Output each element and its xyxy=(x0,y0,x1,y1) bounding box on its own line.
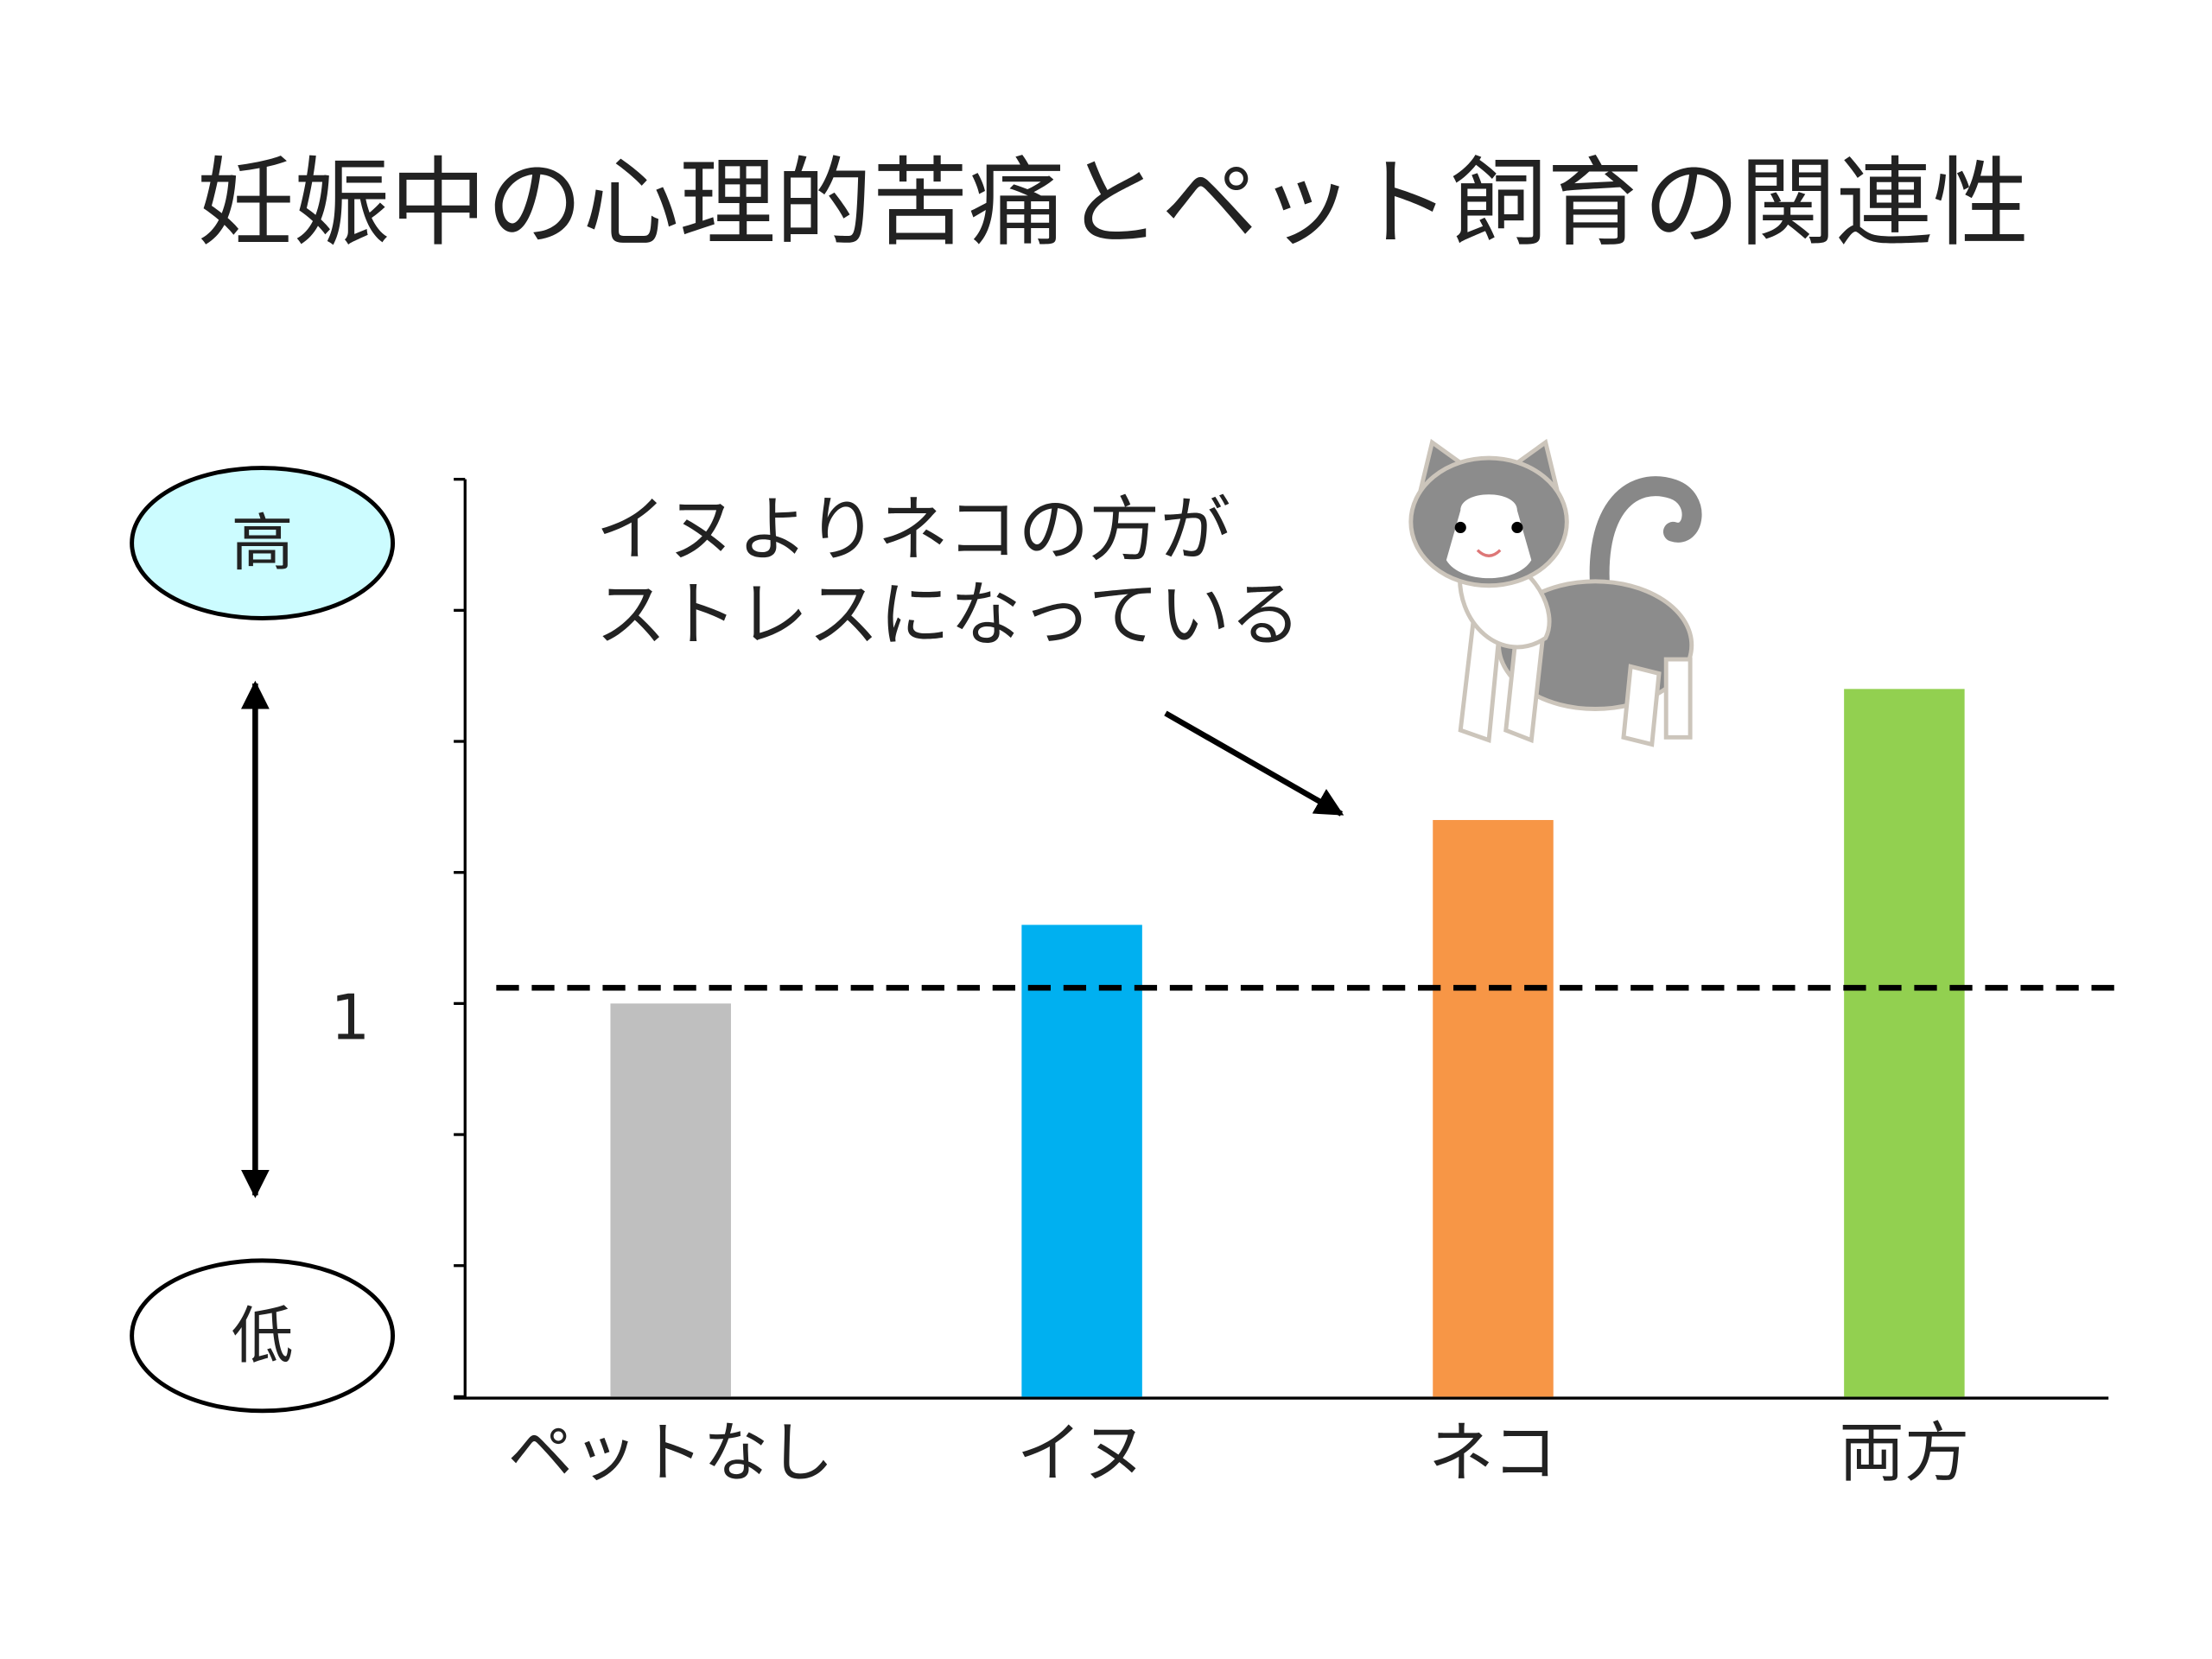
bar xyxy=(1433,820,1554,1397)
cat-illustration xyxy=(1408,438,1702,747)
low-label: 低 xyxy=(231,1300,293,1373)
bar xyxy=(1021,925,1142,1397)
low-ellipse xyxy=(130,1258,396,1414)
x-tick-label: イヌ xyxy=(1017,1414,1147,1491)
annotation-line: ストレスになっている xyxy=(595,575,1300,657)
annotation-arrow xyxy=(1164,710,1344,817)
high-ellipse xyxy=(130,466,396,620)
bar xyxy=(1844,689,1965,1397)
high-label: 高 xyxy=(231,507,293,580)
x-tick-label: 両方 xyxy=(1839,1414,1969,1491)
annotation-line: イヌよりネコの方が xyxy=(595,489,1230,571)
bar xyxy=(610,1003,731,1397)
chart-title: 妊娠中の心理的苦痛とペット飼育の関連性 xyxy=(197,148,2029,260)
y-tick-label: 1 xyxy=(330,982,370,1055)
x-tick-label: ネコ xyxy=(1428,1414,1557,1491)
x-tick-label: ペットなし xyxy=(508,1414,834,1491)
